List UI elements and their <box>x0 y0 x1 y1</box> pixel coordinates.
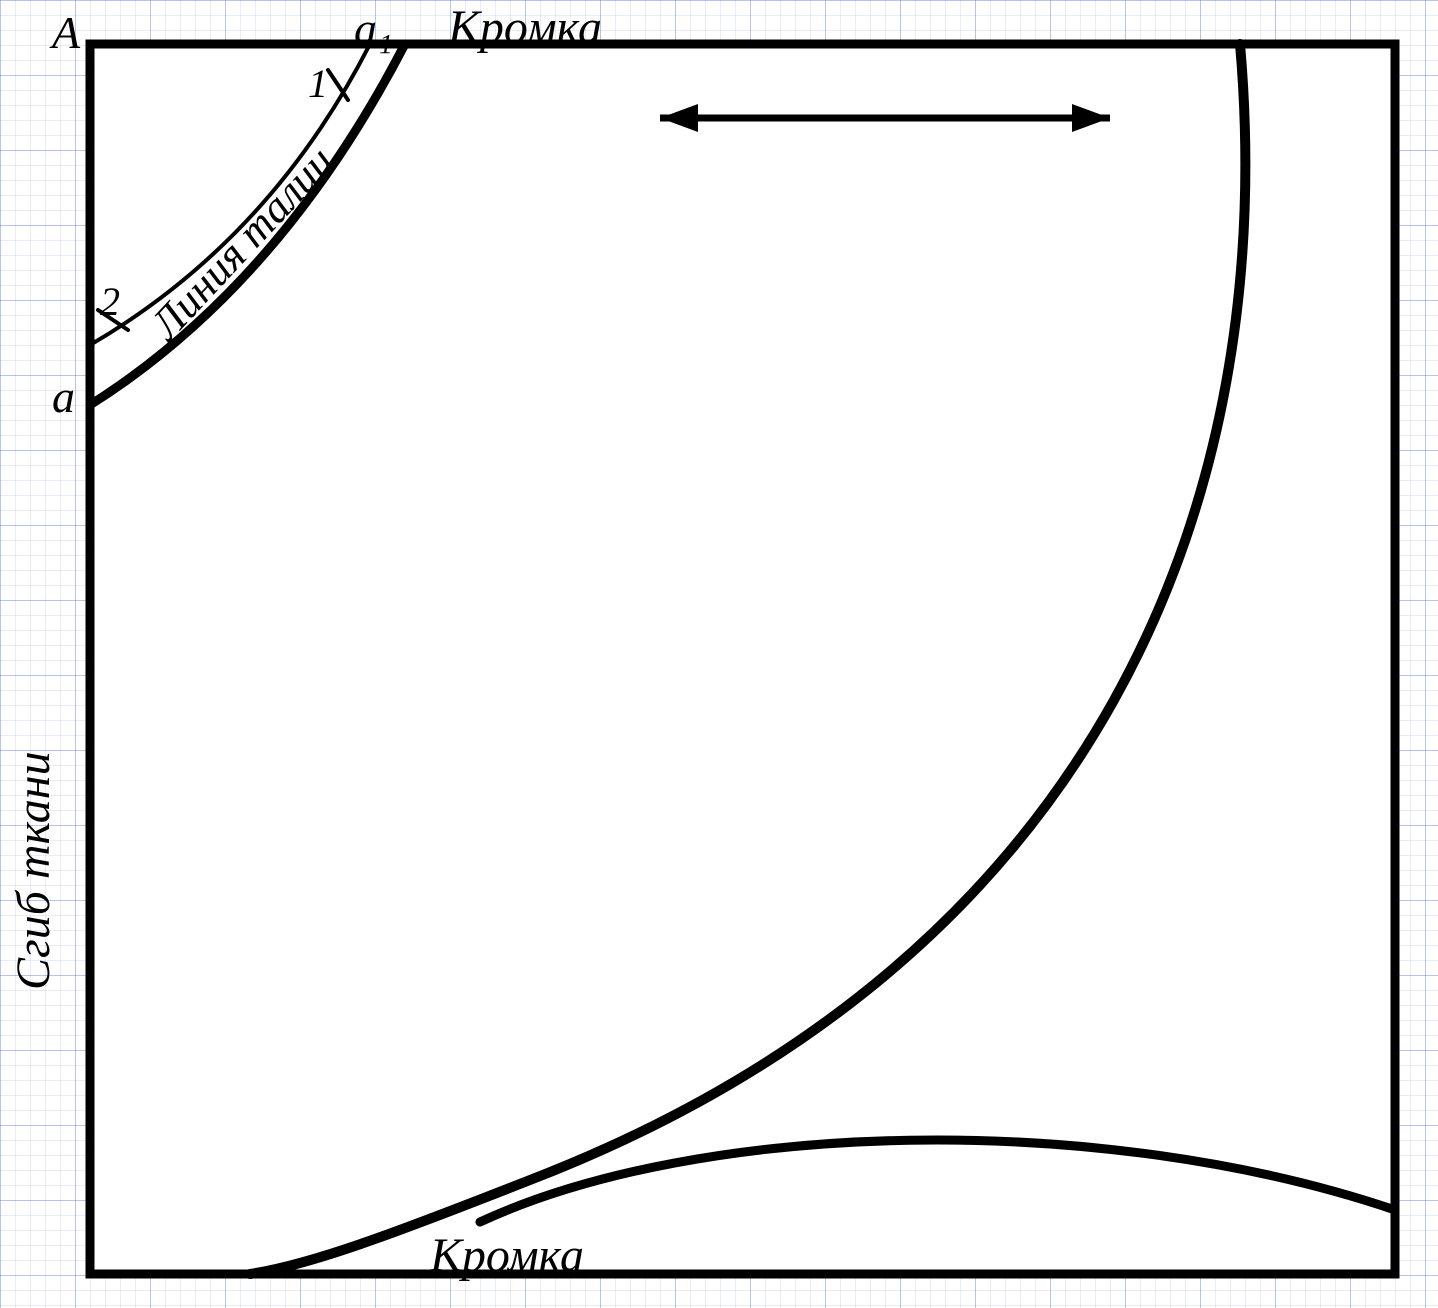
pattern-diagram <box>0 0 1438 1308</box>
label-a1: а₁ <box>354 2 393 55</box>
label-sgib-tkani: Сгиб ткани <box>6 751 61 990</box>
label-kromka-bottom: Кромка <box>430 1228 584 1283</box>
label-2: 2 <box>100 278 120 325</box>
label-1: 1 <box>308 60 328 107</box>
label-A: А <box>52 6 80 59</box>
label-a-lower: а <box>52 370 75 423</box>
label-kromka-top: Кромка <box>448 0 602 55</box>
